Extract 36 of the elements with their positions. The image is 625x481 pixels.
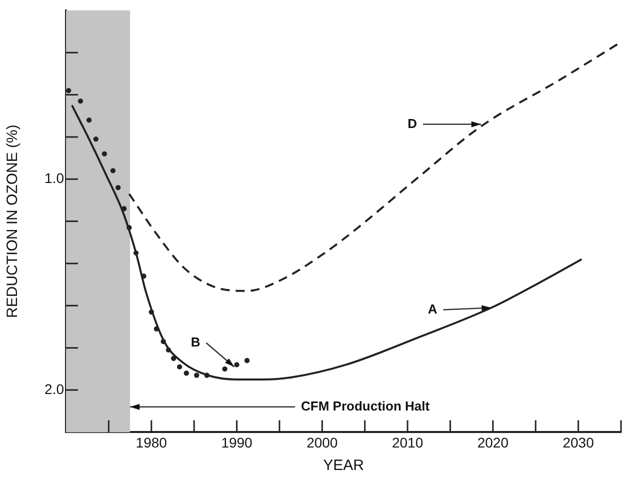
annotation: CFM Production Halt (301, 398, 430, 414)
point (102, 151, 108, 156)
y-axis-title: REDUCTION IN OZONE (%) (4, 124, 22, 318)
point (204, 372, 210, 378)
point (244, 358, 250, 364)
x-tick-label: 2030 (562, 434, 594, 450)
x-tick-label: 2010 (392, 434, 424, 450)
point (115, 184, 121, 190)
point (166, 347, 172, 353)
point (222, 366, 228, 372)
point (234, 362, 240, 368)
point (141, 274, 146, 279)
y-tick-label: 2.0 (44, 380, 64, 397)
point (78, 98, 84, 104)
point (160, 338, 166, 344)
line-series (70, 104, 583, 380)
point (148, 309, 154, 315)
annotation: D (408, 116, 417, 131)
point (93, 136, 98, 142)
point (86, 117, 92, 123)
point (184, 370, 189, 376)
point (194, 372, 200, 378)
annotation: A (428, 301, 438, 316)
annotation: B (190, 334, 200, 350)
x-tick-label: 2020 (477, 434, 509, 450)
x-axis-title: YEAR (323, 457, 364, 474)
point (110, 168, 116, 174)
point (176, 364, 182, 370)
point (66, 88, 72, 94)
x-tick-label: 2000 (306, 434, 338, 450)
point (126, 225, 132, 230)
x-tick-label: 1990 (221, 434, 253, 450)
x-tick-label: 1980 (136, 434, 168, 450)
point (170, 356, 176, 361)
point (133, 250, 139, 256)
y-tick-label: 1.0 (44, 170, 64, 186)
